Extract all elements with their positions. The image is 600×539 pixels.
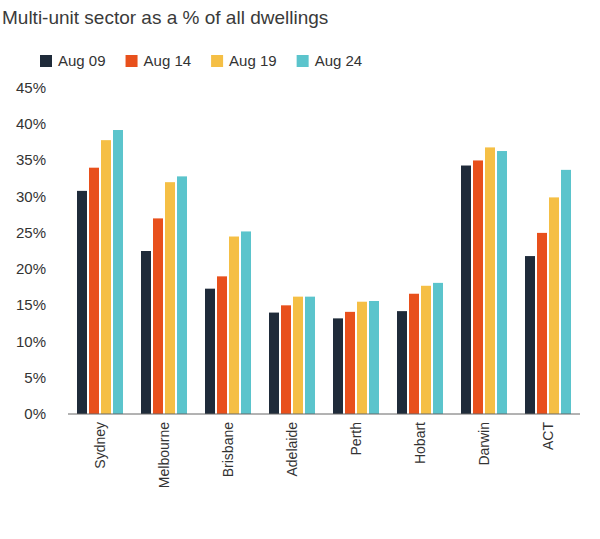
legend-label: Aug 19	[229, 52, 277, 69]
y-tick-label: 20%	[16, 260, 46, 277]
bar	[345, 312, 355, 414]
legend-label: Aug 14	[144, 52, 192, 69]
y-tick-label: 25%	[16, 224, 46, 241]
legend-label: Aug 24	[315, 52, 363, 69]
bar	[357, 302, 367, 414]
bar	[241, 231, 251, 414]
legend-label: Aug 09	[58, 52, 106, 69]
bar	[485, 147, 495, 414]
legend-item: Aug 14	[126, 52, 192, 69]
y-tick-label: 0%	[24, 405, 46, 422]
bar	[409, 294, 419, 414]
bar	[89, 168, 99, 414]
bar	[269, 313, 279, 414]
x-tick-label: Brisbane	[220, 422, 236, 477]
y-tick-label: 35%	[16, 151, 46, 168]
x-axis	[68, 414, 580, 415]
bar	[101, 140, 111, 414]
bar	[77, 191, 87, 414]
y-tick-label: 45%	[16, 79, 46, 96]
bar	[473, 160, 483, 414]
x-tick-label: Perth	[348, 422, 364, 455]
bar	[421, 286, 431, 414]
legend-swatch	[126, 55, 138, 67]
bar	[525, 256, 535, 414]
legend-swatch	[40, 55, 52, 67]
bar	[333, 318, 343, 414]
x-tick-label: Melbourne	[156, 422, 172, 488]
title: Multi-unit sector as a % of all dwelling…	[2, 7, 328, 28]
bar	[537, 233, 547, 414]
bar	[153, 218, 163, 414]
bar	[177, 176, 187, 414]
x-tick-label: Adelaide	[284, 422, 300, 477]
legend-swatch	[297, 55, 309, 67]
bar	[397, 311, 407, 414]
bar	[305, 297, 315, 414]
bar	[141, 251, 151, 414]
legend-item: Aug 24	[297, 52, 363, 69]
bar	[229, 237, 239, 414]
bar	[497, 151, 507, 414]
y-tick-label: 10%	[16, 333, 46, 350]
bar	[369, 301, 379, 414]
legend-swatch	[211, 55, 223, 67]
y-tick-label: 30%	[16, 188, 46, 205]
legend-item: Aug 19	[211, 52, 277, 69]
bar	[205, 289, 215, 414]
y-tick-label: 40%	[16, 115, 46, 132]
bar	[281, 305, 291, 414]
bar	[561, 170, 571, 414]
bar	[293, 297, 303, 414]
bar	[113, 130, 123, 414]
bar	[217, 276, 227, 414]
y-tick-label: 5%	[24, 369, 46, 386]
x-tick-label: Hobart	[412, 422, 428, 464]
bar	[433, 283, 443, 414]
x-tick-label: Sydney	[92, 422, 108, 469]
chart: Multi-unit sector as a % of all dwelling…	[0, 0, 600, 539]
legend-item: Aug 09	[40, 52, 106, 69]
x-tick-label: ACT	[540, 422, 556, 450]
bar	[165, 182, 175, 414]
bar	[461, 166, 471, 414]
bars	[77, 130, 571, 414]
x-tick-label: Darwin	[476, 422, 492, 466]
y-tick-label: 15%	[16, 296, 46, 313]
bar	[549, 197, 559, 414]
